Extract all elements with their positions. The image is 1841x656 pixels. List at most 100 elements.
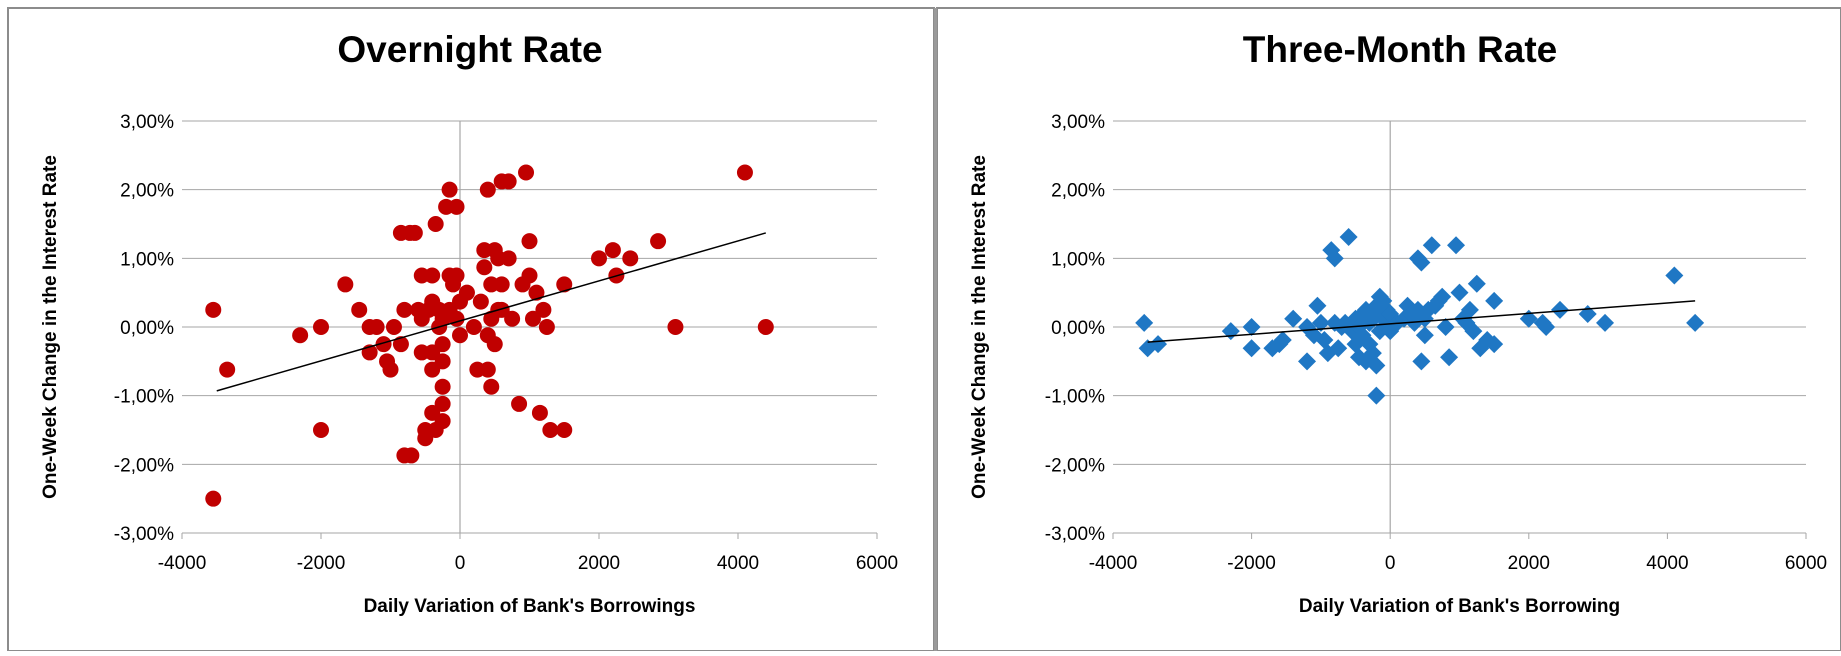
- chart-1-x-axis-label: Daily Variation of Bank's Borrowings: [364, 596, 696, 617]
- chart-1-data-point: [479, 181, 496, 198]
- chart-2-data-point: [1315, 331, 1334, 350]
- chart-2-data-point: [1325, 249, 1344, 268]
- chart-1-data-point: [337, 276, 354, 293]
- chart-2-data-point: [1308, 296, 1327, 315]
- chart-1-data-point: [493, 276, 510, 293]
- chart-1-x-tick-label: 6000: [856, 553, 898, 574]
- chart-1-data-point: [511, 395, 528, 412]
- chart-1-data-point: [591, 250, 607, 267]
- chart-1-data-point: [521, 233, 538, 250]
- chart-1-data-point: [476, 259, 493, 276]
- chart-2-x-tick-label: -2000: [1227, 553, 1276, 574]
- chart-2-data-point: [1339, 228, 1358, 247]
- chart-1-data-point: [427, 216, 444, 232]
- chart-2-data-point: [1485, 335, 1504, 354]
- chart-1-data-point: [403, 447, 420, 464]
- chart-1-data-point: [406, 224, 423, 241]
- chart-1-data-point: [528, 284, 545, 301]
- chart-1-x-tick-label: 0: [455, 553, 466, 574]
- chart-2-data-point: [1686, 313, 1705, 332]
- chart-2-data-point: [1440, 348, 1459, 367]
- chart-1-data-point: [434, 413, 451, 430]
- chart-2-title: Three-Month Rate: [1243, 29, 1558, 70]
- chart-1-data-point: [465, 319, 482, 335]
- chart-1-data-point: [385, 319, 402, 335]
- chart-1-data-point: [518, 164, 535, 181]
- chart-1-data-point: [452, 327, 468, 344]
- chart-1-trendline: [216, 232, 767, 392]
- chart-1-data-point: [434, 395, 451, 412]
- chart-1-data-point: [448, 310, 465, 327]
- chart-1-y-tick-label: 2,00%: [120, 181, 174, 202]
- chart-1-data-point: [500, 173, 517, 190]
- chart-1-data-point: [392, 336, 409, 353]
- chart-1-data-point: [424, 267, 441, 284]
- chart-1-y-tick-label: 3,00%: [120, 112, 174, 133]
- chart-2-x-tick-label: 4000: [1646, 553, 1688, 574]
- chart-1-x-tick-label: -2000: [297, 553, 346, 574]
- chart-1-data-point: [524, 310, 541, 327]
- chart-2-data-point: [1284, 309, 1303, 328]
- chart-1-data-point: [650, 233, 667, 250]
- chart-1-data-point: [538, 319, 555, 335]
- chart-1-data-point: [486, 336, 503, 353]
- chart-1-data-point: [219, 361, 236, 378]
- chart-1-data-point: [736, 164, 753, 181]
- chart-2-data-point: [1436, 318, 1455, 336]
- chart-1-data-point: [757, 319, 774, 335]
- chart-1-data-point: [205, 301, 222, 318]
- chart-1-data-point: [604, 242, 621, 259]
- chart-1-data-point: [313, 319, 329, 335]
- chart-2-y-tick-label: 3,00%: [1051, 112, 1105, 133]
- chart-2-trendline: [1147, 300, 1696, 343]
- chart-2-x-axis-label: Daily Variation of Bank's Borrowing: [1299, 596, 1620, 617]
- chart-2-x-tick-label: 0: [1385, 553, 1396, 574]
- chart-1-data-point: [375, 336, 392, 353]
- chart-2-y-tick-label: 1,00%: [1051, 249, 1105, 270]
- chart-1-y-tick-label: -3,00%: [114, 524, 174, 545]
- chart-1-data-point: [479, 361, 496, 378]
- chart-2-data-point: [1422, 236, 1441, 255]
- chart-1-data-point: [531, 404, 548, 421]
- chart-2-data-point: [1450, 283, 1469, 302]
- chart-1-x-tick-label: 2000: [578, 553, 620, 574]
- chart-1-data-point: [556, 276, 573, 293]
- chart-1-y-tick-label: 1,00%: [120, 249, 174, 270]
- chart-2-data-point: [1596, 313, 1615, 332]
- chart-1-data-point: [504, 310, 521, 327]
- chart-2-x-tick-label: -4000: [1089, 553, 1138, 574]
- chart-1-data-point: [368, 319, 385, 335]
- chart-2-data-point: [1311, 313, 1330, 332]
- chart-1-data-point: [434, 378, 451, 395]
- chart-2-data-point: [1367, 356, 1386, 375]
- chart-2-data-point: [1242, 339, 1261, 358]
- chart-2-y-tick-label: 2,00%: [1051, 181, 1105, 202]
- chart-1-data-point: [556, 422, 573, 438]
- chart-2-data-point: [1135, 313, 1154, 332]
- chart-2-y-tick-label: -2,00%: [1045, 455, 1105, 476]
- chart-1-data-point: [351, 301, 368, 318]
- chart-1-data-point: [458, 284, 475, 301]
- chart-2-data-point: [1485, 291, 1504, 310]
- chart-2-data-point: [1433, 287, 1452, 306]
- chart-1-data-point: [205, 490, 222, 507]
- chart-1-data-point: [434, 336, 451, 353]
- chart-2-data-point: [1329, 339, 1348, 358]
- chart-2-data-point: [1415, 326, 1434, 345]
- chart-2-y-axis-label: One-Week Change in the Interest Rate: [969, 155, 990, 499]
- chart-1-y-axis-label: One-Week Change in the Interest Rate: [40, 155, 61, 499]
- chart-1-data-point: [434, 353, 451, 370]
- chart-2-data-point: [1149, 335, 1168, 354]
- chart-2-data-point: [1412, 352, 1431, 371]
- chart-2-x-tick-label: 2000: [1508, 553, 1550, 574]
- chart-1-data-point: [382, 361, 399, 378]
- chart-1-x-tick-label: 4000: [717, 553, 759, 574]
- chart-1-y-tick-label: -2,00%: [114, 455, 174, 476]
- chart-1-data-point: [483, 378, 500, 395]
- chart-1-data-point: [472, 293, 489, 310]
- chart-2-data-point: [1447, 236, 1466, 255]
- chart-2-data-point: [1460, 300, 1479, 319]
- chart-2-data-point: [1464, 322, 1483, 341]
